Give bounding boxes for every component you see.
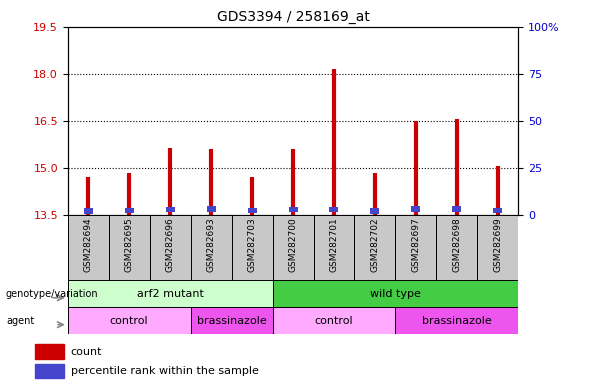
Bar [109,215,150,280]
Text: GSM282701: GSM282701 [329,217,339,272]
Bar [166,207,175,212]
Text: GSM282693: GSM282693 [207,217,216,272]
Bar [191,307,273,334]
Bar [289,207,297,212]
Text: control: control [110,316,148,326]
Bar [436,215,477,280]
Text: GSM282697: GSM282697 [411,217,421,272]
Bar [370,209,379,214]
Bar [395,307,518,334]
Text: control: control [315,316,353,326]
Bar [68,215,109,280]
Bar [247,207,257,213]
Text: GSM282696: GSM282696 [166,217,175,272]
Text: GSM282694: GSM282694 [84,217,92,271]
Text: agent: agent [6,316,34,326]
Bar [355,215,395,280]
Text: GSM282702: GSM282702 [370,217,379,271]
Text: genotype/variation: genotype/variation [6,289,98,299]
Text: GSM282699: GSM282699 [494,217,502,272]
Bar [477,215,518,280]
Text: brassinazole: brassinazole [197,316,266,326]
Bar [35,344,64,359]
Text: arf2 mutant: arf2 mutant [137,289,204,299]
Bar [395,215,436,280]
Title: GDS3394 / 258169_at: GDS3394 / 258169_at [217,10,369,25]
Text: GSM282695: GSM282695 [125,217,134,272]
Bar [494,207,502,213]
Text: brassinazole: brassinazole [422,316,492,326]
Bar [68,307,191,334]
Bar [273,307,395,334]
Text: GSM282700: GSM282700 [289,217,297,272]
Bar [273,280,518,307]
Text: GSM282703: GSM282703 [247,217,257,272]
Bar [329,207,339,212]
Text: GSM282698: GSM282698 [452,217,461,272]
Bar [452,206,461,212]
Bar [191,215,231,280]
Bar [411,206,421,212]
Bar [125,207,134,213]
Bar [313,215,355,280]
Text: wild type: wild type [370,289,421,299]
Bar [35,364,64,378]
Text: percentile rank within the sample: percentile rank within the sample [71,366,259,376]
Bar [68,280,273,307]
Bar [150,215,191,280]
Bar [231,215,273,280]
Text: count: count [71,347,102,357]
Bar [273,215,313,280]
Bar [207,206,216,212]
Bar [84,209,92,214]
